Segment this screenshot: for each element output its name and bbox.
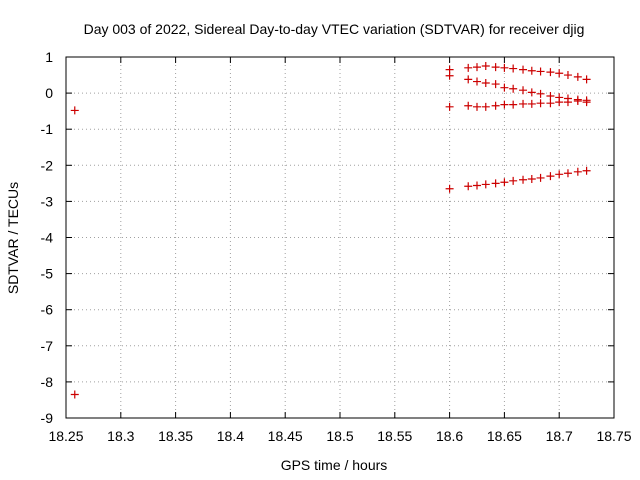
data-point [464,63,473,72]
data-point [491,179,500,188]
data-point [464,75,473,84]
data-point [563,71,572,80]
grid-lines [66,57,614,418]
data-point [464,182,473,191]
data-point [464,101,473,110]
data-point [473,77,481,86]
data-point [563,98,572,107]
data-point [519,99,528,108]
x-tick-label: 18.4 [217,428,244,444]
data-point [573,97,582,106]
data-point [582,166,591,175]
data-point [473,181,481,190]
data-point [527,175,536,184]
data-point [546,172,555,181]
y-tick-label: -8 [41,374,54,390]
y-tick-label: 0 [45,85,53,101]
x-tick-label: 18.3 [107,428,134,444]
data-point [573,167,582,176]
x-axis-label: GPS time / hours [281,457,388,473]
data-point [70,390,79,399]
y-tick-label: 1 [45,49,53,65]
data-point [473,102,481,111]
data-point [573,72,582,81]
data-point [500,63,509,72]
data-point [555,170,564,179]
data-point [491,80,500,89]
data-point [582,98,591,107]
data-point [536,89,545,98]
x-tick-label: 18.35 [158,428,193,444]
x-tick-label: 18.5 [326,428,353,444]
data-point [509,84,518,93]
data-point [555,98,564,107]
data-point [445,184,454,193]
x-tick-label: 18.55 [377,428,412,444]
data-point [527,99,536,108]
y-tick-label: -3 [41,193,54,209]
x-tick-label: 18.25 [48,428,83,444]
x-tick-label: 18.6 [436,428,463,444]
data-point [555,69,564,78]
data-point [473,63,481,72]
data-point [536,173,545,182]
data-point [481,62,490,71]
data-point [70,106,79,115]
data-point [481,102,490,111]
y-tick-label: -2 [41,157,54,173]
series-track-c [445,97,591,111]
series-track-b [445,71,591,105]
x-tick-label: 18.75 [596,428,631,444]
y-tick-label: -6 [41,302,54,318]
x-tick-labels: 18.25 18.3 18.35 18.4 18.45 18.5 18.55 18.6 18.6… [48,428,631,444]
data-point [546,91,555,100]
data-point [500,83,509,92]
data-point [500,100,509,109]
y-tick-label: -5 [41,266,54,282]
data-point [500,178,509,187]
chart-title: Day 003 of 2022, Sidereal Day-to-day VTE… [84,21,585,37]
series-track-a [445,62,591,84]
data-point [491,101,500,110]
y-tick-label: -9 [41,410,54,426]
data-point [445,71,454,80]
data-point [536,99,545,108]
y-axis-label: SDTVAR / TECUs [5,182,21,294]
data-point [536,67,545,76]
axis-ticks [65,56,615,419]
data-point [527,66,536,75]
data-point [509,64,518,73]
data-point [519,86,528,95]
data-point [563,169,572,178]
data-point [481,180,490,189]
data-point [509,176,518,185]
series-isolated [70,106,79,399]
x-tick-label: 18.45 [268,428,303,444]
y-tick-label: -4 [41,230,54,246]
data-point [527,88,536,97]
data-point [519,65,528,74]
data-point [491,63,500,72]
data-point [519,175,528,184]
x-tick-label: 18.7 [546,428,573,444]
y-tick-label: -1 [41,121,54,137]
data-point [546,68,555,77]
data-point [445,102,454,111]
y-tick-labels: 1 0 -1 -2 -3 -4 -5 -6 -7 -8 -9 [41,49,54,426]
data-point [582,75,591,84]
x-tick-label: 18.65 [487,428,522,444]
y-tick-label: -7 [41,338,54,354]
data-point [481,78,490,87]
data-point [546,99,555,108]
data-points [70,62,591,399]
series-track-d [445,166,591,193]
data-point [509,100,518,109]
